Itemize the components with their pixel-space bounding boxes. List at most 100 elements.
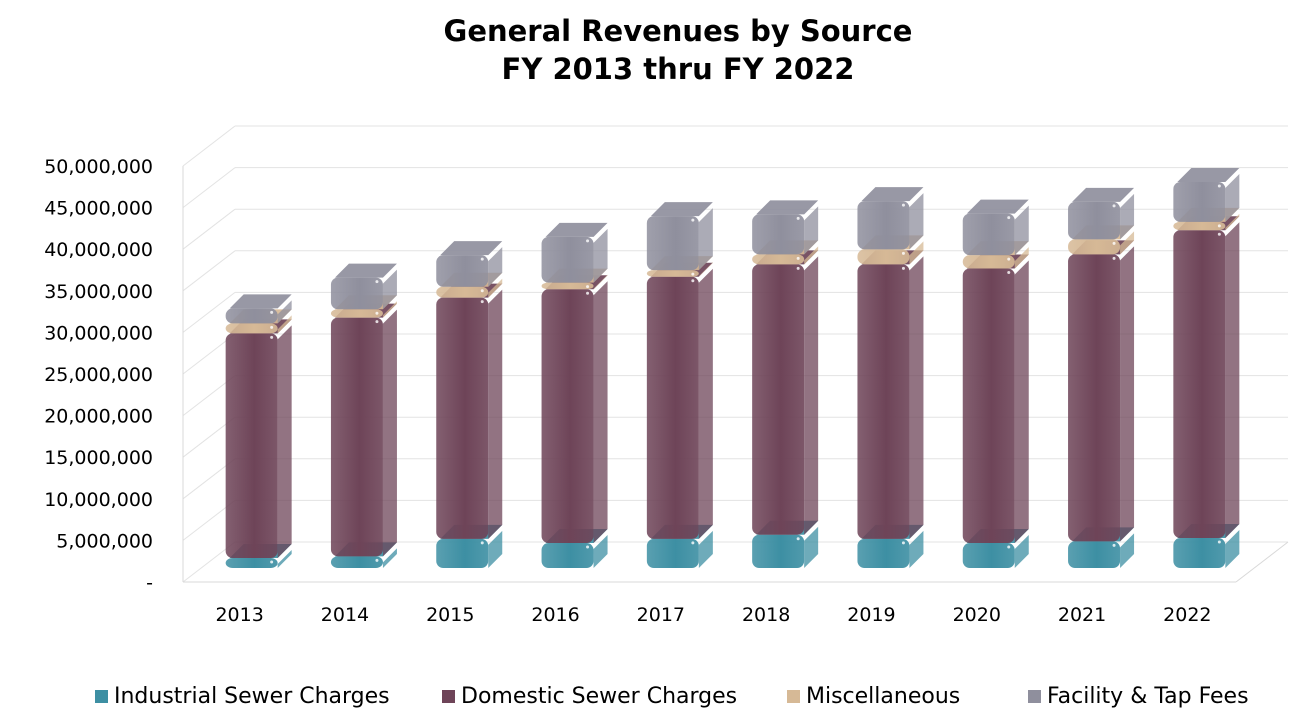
bar-side: [1225, 213, 1240, 231]
y-tick-label: 20,000,000: [44, 406, 153, 428]
bar-highlight: [1112, 204, 1116, 208]
x-tick-label: 2021: [1058, 604, 1106, 626]
chart-title: General Revenues by Source: [443, 14, 913, 48]
bar-top: [334, 263, 397, 278]
bar-front: [1068, 541, 1121, 568]
bar-side: [382, 548, 397, 568]
bar-side: [277, 300, 292, 324]
bar-front: [225, 558, 278, 568]
bar-front: [1068, 201, 1121, 240]
bar-side: [593, 535, 608, 568]
bar-side: [277, 315, 292, 334]
bar-highlight: [796, 216, 800, 220]
bars: [225, 167, 1240, 568]
bar-top: [756, 200, 819, 215]
bar-2014-domestic-sewer-charges: [330, 303, 397, 557]
bar-front: [541, 543, 594, 568]
bar-highlight: [586, 285, 590, 289]
bar-highlight: [1112, 256, 1116, 260]
legend-label-industrial: Industrial Sewer Charges: [114, 684, 390, 709]
bar-highlight: [1217, 184, 1221, 188]
bar-highlight: [1007, 270, 1011, 274]
bar-highlight: [586, 291, 590, 295]
bar-top: [861, 187, 924, 202]
bar-side: [1225, 173, 1240, 222]
bar-front: [541, 282, 594, 290]
bar-highlight: [270, 310, 274, 314]
bar-2016-facility-tap-fees: [541, 222, 608, 283]
bar-front: [1173, 181, 1226, 222]
legend-swatch-domestic: [442, 690, 455, 703]
legend-label-domestic: Domestic Sewer Charges: [461, 684, 738, 709]
bar-2019-facility-tap-fees: [857, 187, 924, 250]
bar-highlight: [691, 218, 695, 222]
bar-side: [1014, 535, 1029, 568]
bar-front: [752, 254, 805, 265]
y-tick-label: 5,000,000: [56, 530, 153, 552]
x-tick-label: 2022: [1163, 604, 1211, 626]
bar-front: [752, 214, 805, 255]
gridline-diagonal: [182, 292, 236, 333]
y-tick-label: 10,000,000: [44, 489, 153, 511]
bar-side: [1120, 246, 1135, 542]
bar-side: [804, 256, 819, 535]
bar-side: [698, 268, 713, 539]
bar-2013-facility-tap-fees: [225, 294, 292, 324]
bar-side: [909, 256, 924, 539]
y-tick-label: 35,000,000: [44, 281, 153, 303]
bar-front: [646, 538, 699, 568]
legend-swatch-industrial: [95, 690, 108, 703]
bar-front: [646, 276, 699, 539]
bar-side: [277, 550, 292, 568]
bar-highlight: [1007, 216, 1011, 220]
x-tick-label: 2015: [426, 604, 474, 626]
legend-swatch-facility-tap: [1028, 690, 1041, 703]
bar-highlight: [1217, 540, 1221, 544]
bar-highlight: [480, 541, 484, 545]
y-tick-label: 45,000,000: [44, 198, 153, 220]
bar-highlight: [375, 311, 379, 315]
bar-side: [698, 262, 713, 277]
bar-side: [804, 246, 819, 265]
bar-front: [857, 264, 910, 539]
bar-side: [698, 208, 713, 271]
bar-2021-domestic-sewer-charges: [1068, 240, 1135, 542]
bar-side: [909, 241, 924, 265]
bar-highlight: [480, 289, 484, 293]
bar-side: [909, 530, 924, 568]
y-axis-labels: - 5,000,000 10,000,000 15,000,000 20,000,000…: [44, 156, 153, 594]
bar-front: [436, 255, 489, 287]
x-tick-label: 2014: [321, 604, 369, 626]
bar-side: [1014, 205, 1029, 256]
bar-side: [1120, 193, 1135, 240]
bar-front: [436, 538, 489, 568]
y-tick-label: 40,000,000: [44, 239, 153, 261]
floor: [182, 166, 1289, 583]
legend: Industrial Sewer Charges Domestic Sewer …: [0, 684, 1306, 710]
bar-front: [962, 213, 1015, 256]
x-tick-label: 2018: [742, 604, 790, 626]
bar-2017-facility-tap-fees: [646, 202, 713, 271]
y-tick-label: 15,000,000: [44, 447, 153, 469]
bar-side: [804, 206, 819, 255]
bar-side: [1014, 260, 1029, 544]
bar-2014-facility-tap-fees: [330, 263, 397, 310]
bar-highlight: [796, 256, 800, 260]
chart-subtitle: FY 2013 thru FY 2022: [501, 52, 855, 86]
legend-item-industrial: Industrial Sewer Charges: [95, 684, 390, 709]
bar-side: [1014, 247, 1029, 269]
bar-side: [593, 281, 608, 544]
bar-highlight: [901, 541, 905, 545]
bar-highlight: [1217, 224, 1221, 228]
gridline-diagonal: [182, 208, 236, 250]
bar-highlight: [796, 537, 800, 541]
bar-front: [857, 201, 910, 250]
bar-2015-facility-tap-fees: [436, 241, 503, 287]
bar-2018-domestic-sewer-charges: [752, 250, 819, 535]
bar-front: [752, 264, 805, 535]
bar-2018-facility-tap-fees: [752, 200, 819, 255]
bar-highlight: [1217, 232, 1221, 236]
bar-highlight: [1112, 543, 1116, 547]
